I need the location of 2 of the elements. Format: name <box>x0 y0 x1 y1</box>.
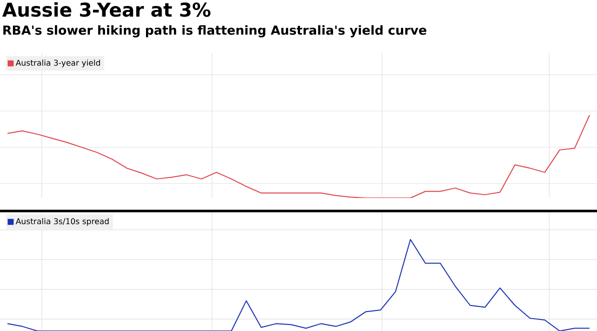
chart-subtitle: RBA's slower hiking path is flattening Australia's yield curve <box>3 25 426 38</box>
chart-title: Aussie 3-Year at 3% <box>2 2 210 17</box>
